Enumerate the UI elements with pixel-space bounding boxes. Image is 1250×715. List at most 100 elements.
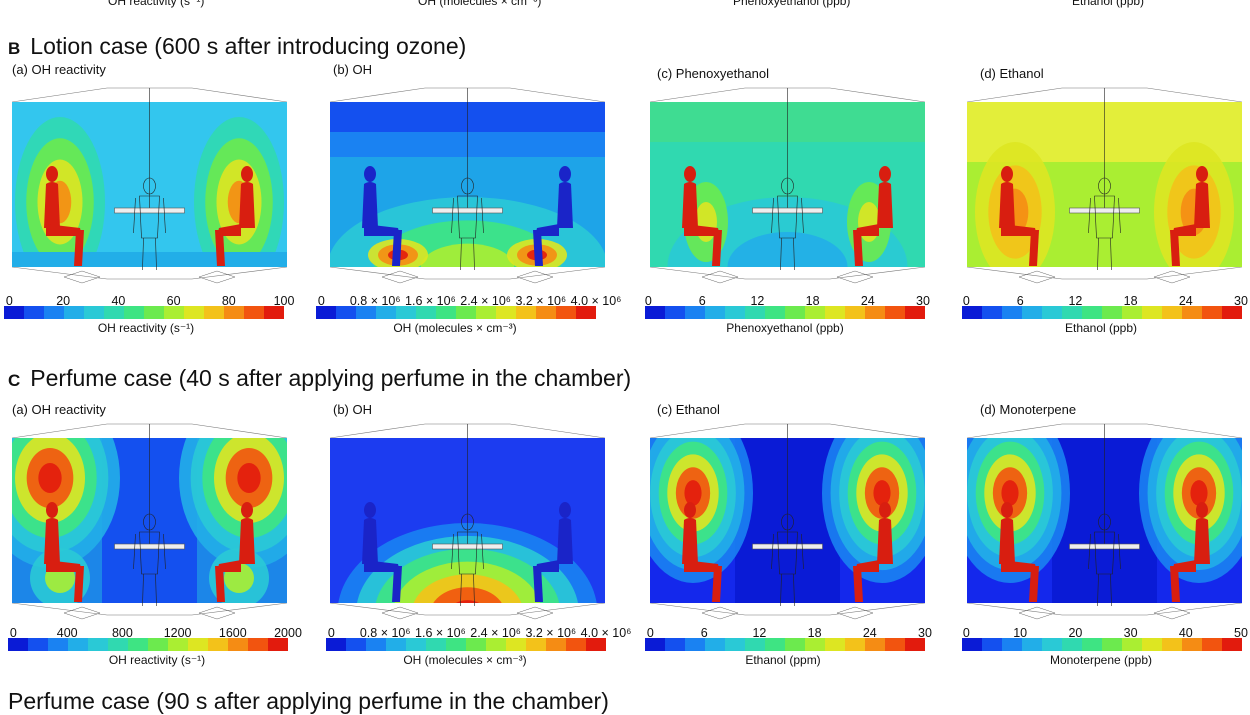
section-letter-b: B [8,39,21,58]
colorbar-tick-label: 60 [166,294,181,308]
colorbar-segment [376,306,396,319]
mannequin [853,166,893,266]
wireframe-arms [771,533,804,570]
floor-pad [701,270,874,284]
mannequin [362,502,402,602]
colorbar-segment [104,306,124,319]
contour-region [237,463,261,493]
mannequin-leg [1029,566,1039,602]
colorbar-tick-label: 0 [327,626,335,640]
colorbar-label: OH reactivity (s⁻¹) [97,321,195,335]
colorbar-segment [184,306,204,319]
wireframe-mannequin [771,513,804,607]
colorbar-segment [164,306,184,319]
mannequin-torso [44,518,60,564]
table [114,543,185,550]
mannequin-leg [392,566,402,602]
floor-pad [381,270,554,284]
colorbar-tick-label: 100 [273,294,295,308]
floor-pad [63,270,236,284]
colorbar-segment [248,638,268,651]
colorbar-tick-label: 6 [700,626,708,640]
colorbar-segment [556,306,576,319]
mannequin-torso [362,518,378,564]
colorbar [8,638,288,651]
wireframe-torso [457,531,478,575]
section-title-d: Perfume case (90 s after applying perfum… [8,688,609,715]
mannequin-head [1196,166,1208,182]
colorbar-segment [645,306,665,319]
wireframe-arms [451,197,484,234]
colorbar-tick-label: 1.6 × 10⁶ [405,294,456,308]
colorbar-segment [28,638,48,651]
colorbar [645,638,925,651]
colorbar-segment [885,638,905,651]
mannequin [682,502,722,602]
colorbar-segment [1162,638,1182,651]
colorbar-segment [1002,638,1022,651]
wireframe-legs [1097,573,1112,607]
colorbar-segment [705,638,725,651]
mannequin-leg [1029,230,1039,266]
panel-label: (c) Ethanol [657,402,720,417]
wireframe-head [1098,177,1111,195]
cfd-panel-lotion-a [11,87,288,284]
section-title-d-text: Perfume case (90 s after applying perfum… [8,688,609,714]
mannequin-torso [557,182,573,228]
panel-label: (a) OH reactivity [12,62,106,77]
wireframe-head [461,177,474,195]
colorbar-label: Monoterpene (ppb) [1049,653,1153,667]
mannequin [999,166,1039,266]
mannequin-head [684,166,696,182]
colorbar-segment [962,638,982,651]
colorbar-tick-label: 40 [1178,626,1193,640]
colorbar-segment [124,306,144,319]
table [1069,207,1140,214]
mannequin-leg [533,566,543,602]
wireframe-arms [451,533,484,570]
cfd-panel-lotion-d [966,87,1243,284]
colorbar-tick-label: 4.0 × 10⁶ [580,626,632,640]
wireframe-torso [1094,195,1115,239]
mannequin [682,166,722,266]
floor-pad [1018,270,1191,284]
wireframe-legs [1097,237,1112,271]
colorbar-segment [705,306,725,319]
colorbar-segment [905,306,925,319]
mannequin-leg [215,230,225,266]
wireframe-torso [777,531,798,575]
mannequin-torso [877,182,893,228]
colorbar-segment [148,638,168,651]
mannequin-torso [999,518,1015,564]
colorbar-segment [346,638,366,651]
contour-region [420,243,515,267]
colorbar-segment [356,306,376,319]
colorbar-segment [496,306,516,319]
colorbar-tick-label: 12 [752,626,767,640]
mannequin-leg [1170,230,1180,266]
colorbar-segment [1082,306,1102,319]
colorbar-tick-label: 6 [698,294,706,308]
colorbar-segment [128,638,148,651]
colorbar-segment [84,306,104,319]
colorbar-tick-label: 0 [962,294,970,308]
colorbar-tick-label: 1600 [218,626,247,640]
mannequin-head [241,166,253,182]
colorbar-segment [516,306,536,319]
mannequin [533,166,573,266]
colorbar-segment [1022,306,1042,319]
colorbar-tick-label: 1.6 × 10⁶ [415,626,466,640]
wireframe-head [461,513,474,531]
colorbar-segment [456,306,476,319]
wireframe-head [1098,513,1111,531]
contour-region [684,480,702,506]
colorbar-segment [436,306,456,319]
colorbar-segment [188,638,208,651]
colorbar-segment [586,638,606,651]
colorbar-label: OH (molecules × cm⁻³) [403,653,527,667]
colorbar-tick-label: 400 [56,626,78,640]
mannequin-torso [682,182,698,228]
table [432,543,503,550]
colorbar-segment [982,638,1002,651]
colorbar-tick-label: 10 [1013,626,1028,640]
